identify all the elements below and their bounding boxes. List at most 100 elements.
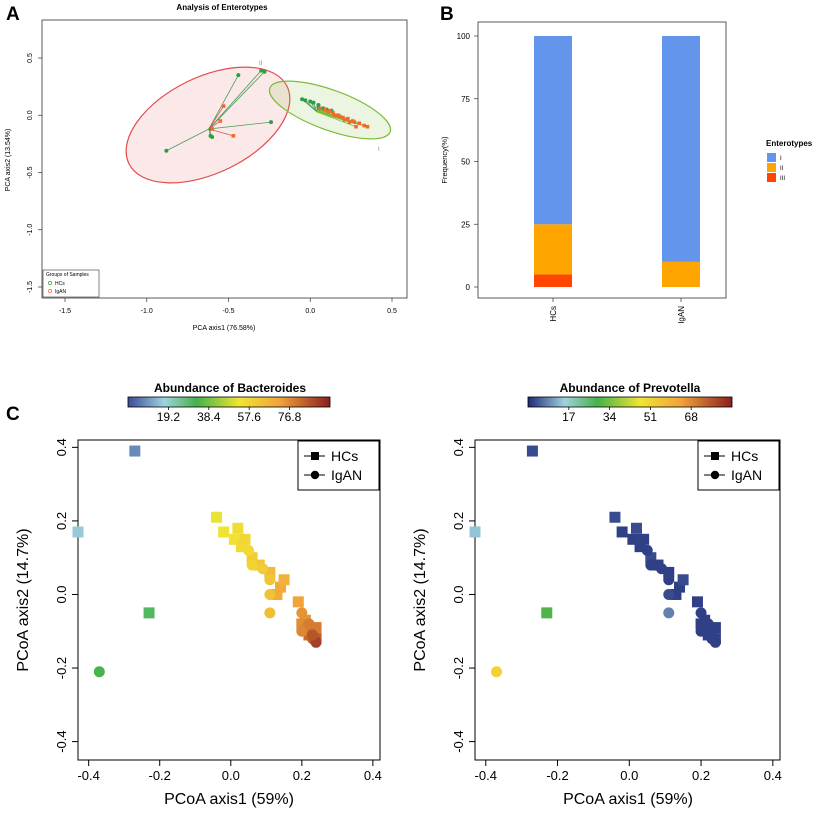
pca-point-igan [362,123,367,128]
bact-legend-hcs-marker [311,452,319,460]
bact-colorbar-tick-label: 19.2 [157,410,181,424]
pca-frame [41,19,408,299]
freq-y-ticks: 0 25 50 75 100 [457,32,478,292]
bact-point-hcs [246,552,258,564]
pca-legend-hcs-marker [48,281,52,285]
prev-point-hcs [638,533,650,545]
pca-spider-line [208,70,262,130]
pca-y-ticks: 0.5 0.0 -0.5 -1.0 -1.5 [27,53,42,293]
bact-colorbar-title: Abundance of Bacteroides [154,381,306,395]
bact-x-tick-label: -0.2 [149,768,171,783]
pca-point-hcs [259,68,264,73]
prev-point-hcs [609,511,621,523]
pca-point-igan [323,107,327,112]
pca-ellipses [125,66,392,184]
bact-point-hcs [239,533,251,545]
prev-colorbar-tick-label: 17 [562,410,576,424]
prev-point-igan [663,574,675,586]
prev-point-hcs [541,607,553,619]
prev-point-hcs [616,526,628,538]
prev-point-hcs [627,533,639,545]
pca-point-hcs [236,73,241,78]
pca-point-hcs [164,148,169,153]
prev-x-tick-label: 0.0 [620,768,638,783]
prev-colorbar [527,396,733,408]
prev-x-tick-label: 0.4 [764,768,782,783]
prev-point-hcs [677,574,689,586]
prev-y-tick-label: 0.2 [451,512,466,530]
prev-colorbar-ticks: 17 34 51 68 [562,407,698,424]
bact-point-hcs [232,522,244,534]
bact-point-igan [296,625,308,637]
bact-colorbar-tick-label: 38.4 [197,410,221,424]
prev-colorbar-tick-label: 68 [685,410,699,424]
prev-point-igan [706,629,718,641]
pca-title: Analysis of Enterotypes [176,3,268,12]
pca-point-hcs [208,133,213,138]
prev-point-hcs [691,596,703,608]
pca-points [164,68,370,153]
prev-point-hcs [709,622,721,634]
pca-spider-line [316,111,357,128]
prev-y-tick-label: 0.0 [451,585,466,603]
bact-y-tick-label: -0.2 [54,657,69,679]
pca-legend-hcs: HCs [55,281,65,287]
prev-y-tick-label: 0.4 [451,438,466,456]
prev-point-hcs [630,522,642,534]
prev-colorbar-title: Abundance of Prevotella [560,381,701,395]
bact-y-tick-label: 0.4 [54,438,69,456]
pca-point-hcs [308,99,313,104]
freq-y-tick-label: 50 [461,158,470,167]
prev-point-hcs [469,526,481,538]
bact-colorbar-tick-label: 57.6 [238,410,262,424]
pca-y-label: PCA axis2 (13.54%) [5,129,12,192]
bact-point-igan [257,563,269,575]
bact-point-hcs [310,622,322,634]
bact-point-igan [306,629,318,641]
prev-legend-box [697,440,780,491]
freq-legend-label-iii: III [780,176,785,182]
freq-legend-swatch-iii [767,173,776,182]
bact-y-ticks: 0.4 0.2 0.0 -0.2 -0.4 [54,438,78,753]
bact-colorbar [127,396,331,408]
bact-point-hcs [271,588,283,600]
bact-point-hcs [228,533,240,545]
prev-colorbar-tick-label: 34 [603,410,617,424]
bact-point-hcs [278,574,290,586]
prev-legend-hcs: HCs [731,448,758,464]
bact-point-hcs [264,566,276,578]
bact-point-igan [264,574,276,586]
bact-point-hcs [129,445,141,457]
pca-y-tick-label: 0.5 [27,53,34,63]
pca-chart: Analysis of Enterotypes -1.5 -1.0 -0.5 0.0 0… [5,3,408,332]
bact-legend-igan-marker [310,470,320,480]
freq-x-tick-label: IgAN [677,306,686,324]
pca-x-tick-label: 0.5 [387,308,397,315]
bact-point-hcs [72,526,84,538]
bact-colorbar-tick-label: 76.8 [278,410,302,424]
freq-x-ticks: HCs IgAN [549,298,686,324]
freq-y-tick-label: 75 [461,95,470,104]
pca-x-tick-label: 0.0 [305,308,315,315]
pca-point-igan [231,134,236,138]
prev-point-igan [663,588,675,600]
freq-legend: Enterotypes I II III [766,139,813,182]
prev-point-hcs [645,552,657,564]
prev-x-tick-label: -0.4 [475,768,497,783]
freq-y-tick-label: 0 [466,283,471,292]
bact-point-igan [303,618,315,630]
prev-point-hcs [674,581,686,593]
pca-ellipse-label-i: I [378,147,380,153]
prev-x-tick-label: -0.2 [546,768,568,783]
prev-point-igan [695,625,707,637]
bact-y-tick-label: 0.0 [54,585,69,603]
pca-point-igan [221,104,226,108]
freq-bar-hcs-iii [534,274,572,287]
bact-colorbar-ticks: 19.2 38.4 57.6 76.8 [157,407,302,424]
pca-legend-igan: IgAN [55,289,67,295]
bact-point-igan [264,607,276,619]
bact-point-hcs [235,541,247,553]
prev-x-label: PCoA axis1 (59%) [563,791,693,808]
prev-legend-hcs-marker [711,452,719,460]
